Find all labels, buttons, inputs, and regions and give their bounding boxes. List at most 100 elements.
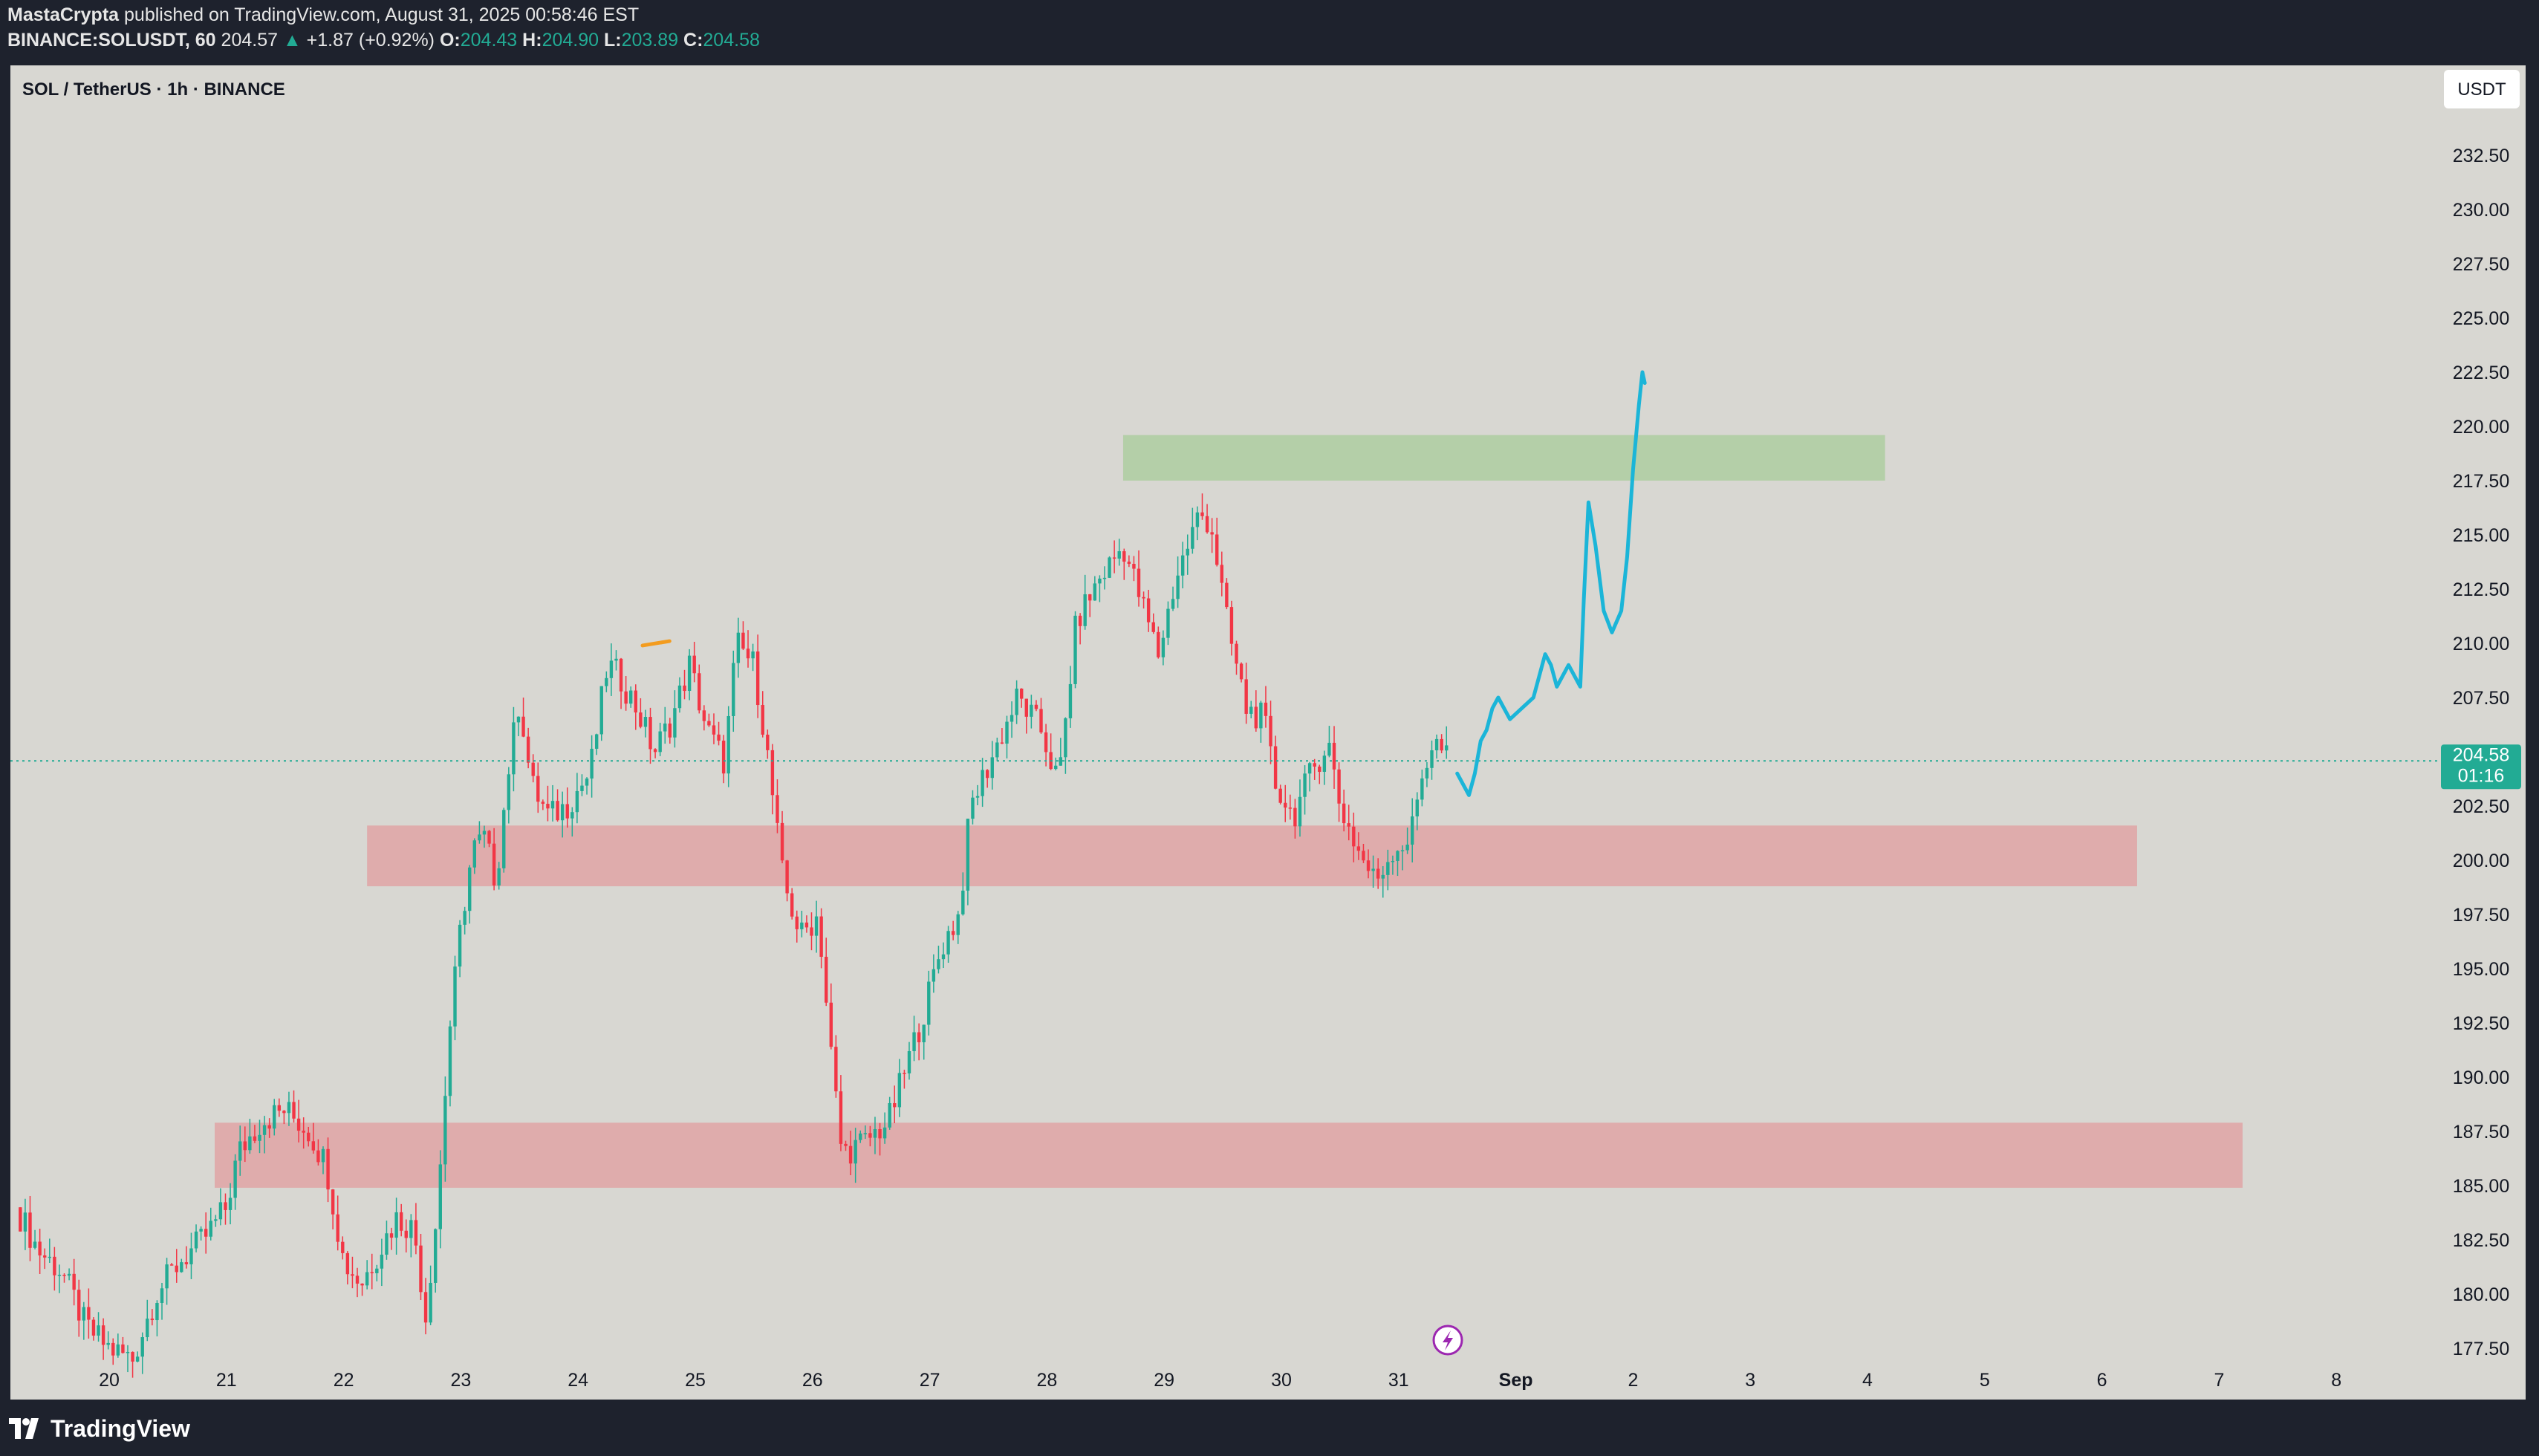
- candle-up: [1093, 583, 1097, 601]
- time-tick-label: 20: [99, 1370, 120, 1391]
- candle-up: [1425, 767, 1429, 779]
- lightning-icon[interactable]: [1432, 1325, 1463, 1356]
- candle-down: [1239, 663, 1244, 680]
- candle-down: [1342, 803, 1346, 824]
- candle-up: [946, 931, 950, 955]
- candle-down: [423, 1292, 428, 1323]
- candle-up: [1102, 577, 1107, 579]
- candle-up: [609, 660, 614, 678]
- candle-down: [1146, 598, 1151, 623]
- candle-up: [23, 1212, 27, 1232]
- candle-up: [859, 1133, 862, 1140]
- candle-down: [1122, 551, 1126, 562]
- close-label: C:: [683, 30, 703, 51]
- candle-down: [1264, 702, 1268, 716]
- candle-up: [228, 1197, 233, 1210]
- candle-up: [1298, 796, 1302, 827]
- candle-up: [1430, 750, 1434, 768]
- candle-down: [204, 1229, 208, 1237]
- candle-up: [512, 722, 516, 775]
- candle-down: [790, 893, 794, 917]
- publish-info: MastaCrypta published on TradingView.com…: [7, 4, 639, 26]
- candle-up: [155, 1302, 159, 1321]
- candle-up: [570, 812, 574, 819]
- candle-up: [380, 1254, 384, 1269]
- candle-down: [1132, 564, 1136, 569]
- candle-up: [502, 810, 506, 868]
- candle-up: [429, 1282, 432, 1323]
- publisher-name[interactable]: MastaCrypta: [7, 4, 120, 25]
- footer-logo[interactable]: TradingView: [9, 1410, 190, 1447]
- candle-up: [990, 757, 994, 779]
- candle-down: [302, 1131, 305, 1133]
- candle-down: [648, 717, 652, 750]
- candle-down: [19, 1207, 22, 1232]
- candle-up: [927, 981, 931, 1025]
- candle-up: [1068, 683, 1073, 718]
- candle-down: [746, 649, 750, 659]
- candle-up: [800, 922, 804, 929]
- candle-down: [1157, 631, 1160, 657]
- time-tick-label: 7: [2214, 1370, 2224, 1391]
- candle-down: [1229, 607, 1234, 644]
- candle-up: [135, 1356, 140, 1362]
- candle-up: [1176, 575, 1180, 599]
- candle-up: [472, 840, 477, 868]
- price-chart[interactable]: SOL / TetherUS · 1h · BINANCE 232.50 230.…: [10, 65, 2526, 1400]
- candle-down: [121, 1344, 125, 1353]
- candle-up: [1411, 816, 1414, 845]
- currency-button[interactable]: USDT: [2444, 70, 2520, 108]
- price-tick-label: 220.00: [2453, 417, 2509, 438]
- candle-up: [1386, 862, 1390, 875]
- candle-up: [912, 1032, 916, 1052]
- time-tick-label: 8: [2331, 1370, 2341, 1391]
- candle-down: [399, 1212, 403, 1231]
- time-axis[interactable]: 20 21 22 23 24 25 26 27 28 29 30 31 Sep 2 3 4 5 6 7 8: [99, 1370, 2341, 1391]
- candle-down: [1332, 742, 1336, 770]
- high-label: H:: [522, 30, 542, 51]
- candle-up: [1030, 704, 1033, 717]
- low-value: 203.89: [621, 30, 679, 51]
- candle-down: [253, 1136, 257, 1141]
- candle-down: [131, 1351, 134, 1362]
- time-tick-label: 23: [450, 1370, 471, 1391]
- candle-up: [1161, 637, 1166, 657]
- candle-down: [985, 770, 989, 779]
- candle-up: [673, 708, 677, 738]
- candle-up: [365, 1272, 369, 1286]
- candle-down: [389, 1233, 394, 1238]
- time-tick-label: 26: [802, 1370, 823, 1391]
- candle-up: [321, 1148, 325, 1163]
- support-zone: [367, 825, 2137, 887]
- last-price: 204.57: [221, 30, 279, 51]
- candle-up: [189, 1248, 193, 1264]
- candle-down: [893, 1102, 897, 1108]
- price-tick-label: 222.50: [2453, 363, 2509, 383]
- candle-up: [482, 831, 487, 835]
- candle-down: [619, 658, 623, 692]
- support-zone: [215, 1122, 2243, 1188]
- candle-down: [184, 1262, 189, 1264]
- candle-down: [169, 1264, 174, 1266]
- resistance-zone: [1122, 435, 1885, 481]
- candle-up: [726, 715, 730, 774]
- candle-down: [331, 1189, 335, 1215]
- candle-down: [370, 1272, 374, 1273]
- candle-up: [1259, 702, 1263, 729]
- tradingview-logo-icon: [9, 1418, 39, 1439]
- candle-up: [658, 731, 662, 753]
- candle-down: [1000, 742, 1004, 744]
- candle-down: [1220, 565, 1223, 583]
- candle-down: [150, 1319, 155, 1321]
- zones-layer: [215, 435, 2243, 1188]
- price-tick-label: 225.00: [2453, 308, 2509, 329]
- price-tick-label: 187.50: [2453, 1122, 2509, 1143]
- candle-down: [692, 655, 696, 674]
- candle-up: [258, 1134, 261, 1141]
- candle-up: [1327, 742, 1331, 756]
- low-label: L:: [603, 30, 622, 51]
- candle-down: [1044, 732, 1048, 753]
- candle-up: [863, 1133, 868, 1134]
- time-tick-label: 30: [1271, 1370, 1292, 1391]
- candle-down: [292, 1102, 296, 1119]
